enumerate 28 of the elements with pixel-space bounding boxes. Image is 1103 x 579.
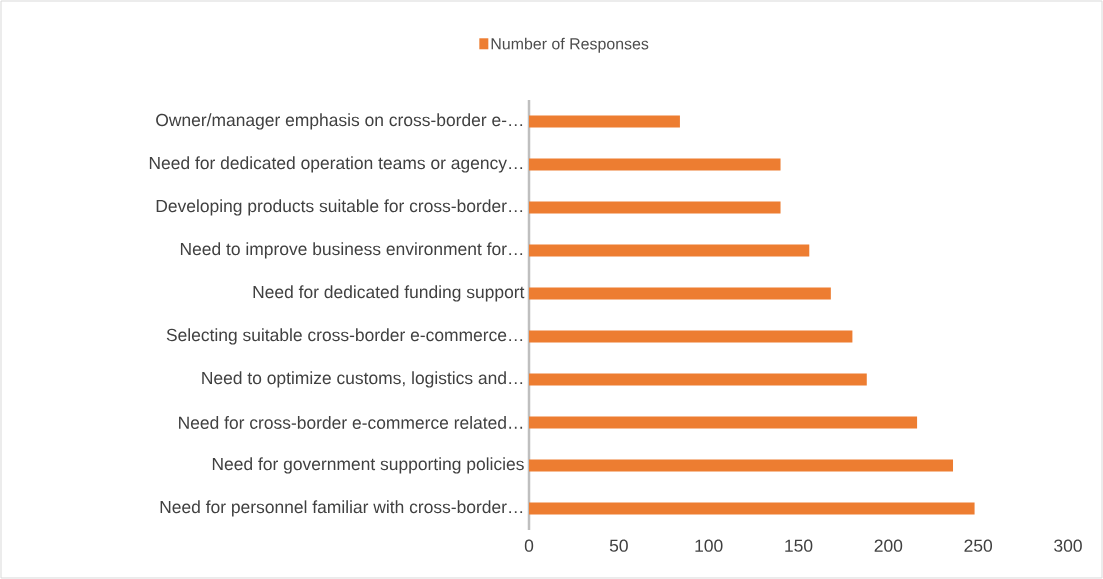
- bar: [529, 158, 781, 171]
- x-tick-label: 150: [785, 539, 813, 552]
- bar: [529, 244, 810, 257]
- y-tick-label: Owner/manager emphasis on cross-border e-…: [156, 113, 523, 130]
- x-tick-label: 50: [609, 539, 628, 552]
- bar: [529, 416, 918, 429]
- y-tick-label: Developing products suitable for cross-border…: [156, 199, 523, 216]
- x-tick-label: 250: [964, 539, 993, 552]
- bar: [529, 330, 853, 343]
- y-tick-label: Need to improve business environment for…: [180, 242, 523, 259]
- bar: [529, 115, 680, 128]
- y-tick-label: Need for personnel familiar with cross-border…: [160, 500, 523, 517]
- x-tick-label: 200: [874, 539, 903, 552]
- bar: [529, 201, 781, 214]
- x-tick-label: 100: [695, 539, 723, 552]
- y-tick-label: Need to optimize customs, logistics and…: [202, 371, 523, 388]
- x-tick-label: 300: [1054, 539, 1082, 552]
- bar: [529, 373, 867, 386]
- bar: [529, 459, 954, 472]
- y-tick-label: Need for dedicated funding support: [253, 285, 525, 302]
- legend-label: Number of Responses: [491, 37, 649, 53]
- y-tick-label: Selecting suitable cross-border e-commerce…: [166, 328, 523, 345]
- y-tick-label: Need for dedicated operation teams or agency…: [149, 156, 523, 173]
- bar: [529, 287, 831, 300]
- y-tick-label: Need for cross-border e-commerce related…: [179, 416, 523, 429]
- bar: [529, 502, 975, 515]
- y-tick-label: Need for government supporting policies: [212, 457, 524, 474]
- x-tick-label: 0: [524, 539, 534, 552]
